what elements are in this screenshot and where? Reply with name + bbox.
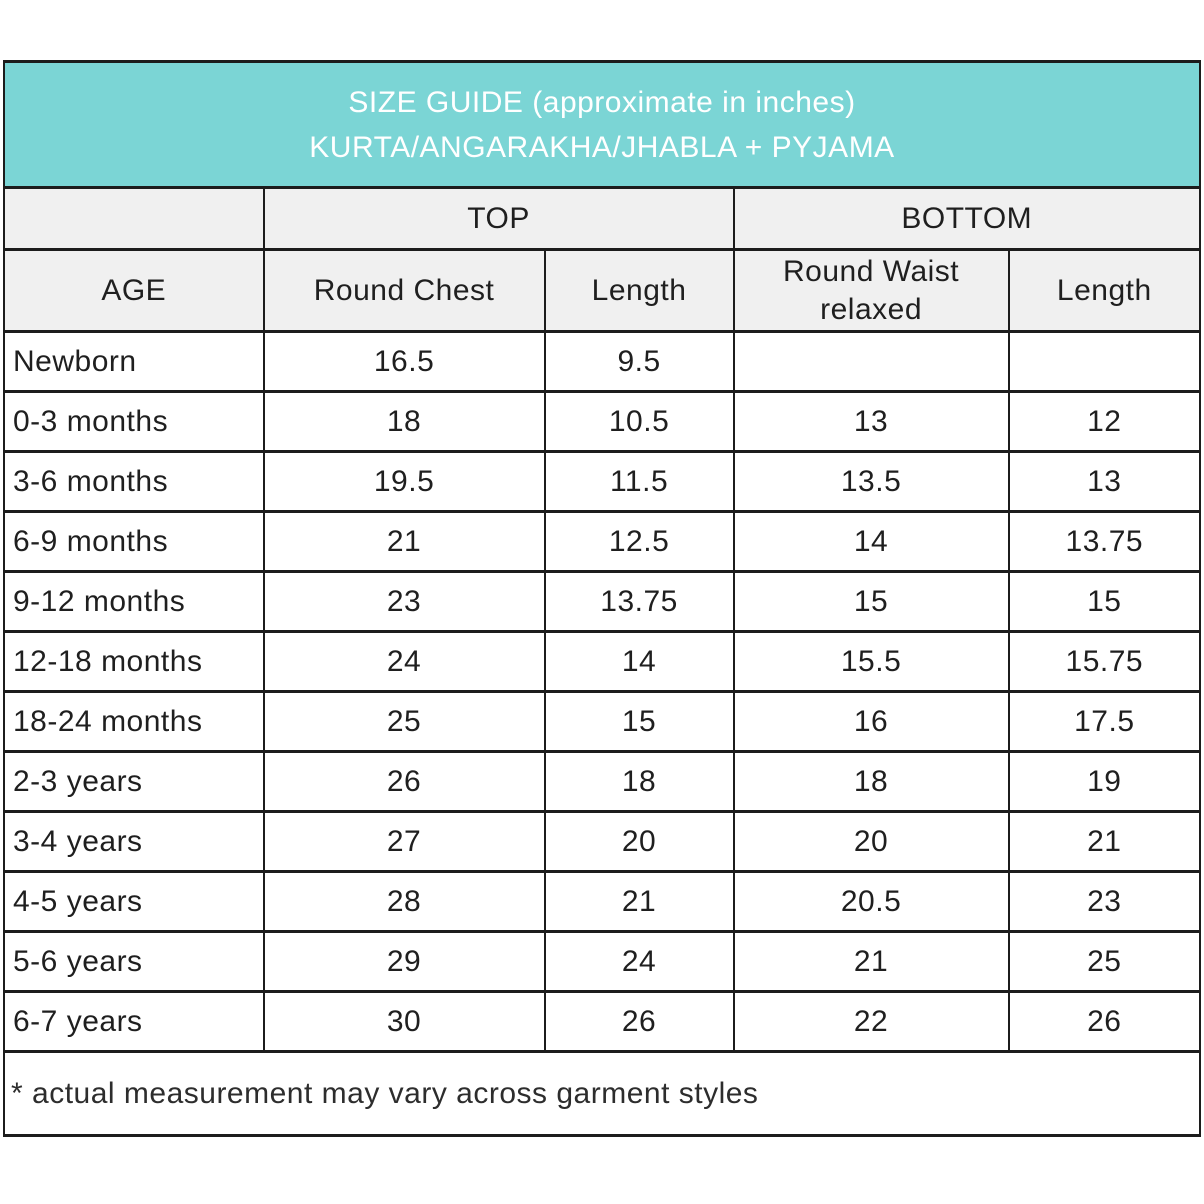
banner-title: SIZE GUIDE (approximate in inches) [348,85,856,119]
table-row: 3-6 months 19.5 11.5 13.5 13 [3,450,1202,513]
column-header-top-length: Length [543,248,735,333]
value-cell: 28 [262,870,546,933]
value-cell: 16 [732,690,1010,753]
value-cell: 21 [543,870,735,933]
value-cell: 12.5 [543,510,735,573]
banner: SIZE GUIDE (approximate in inches) KURTA… [3,60,1201,189]
age-cell: 6-9 months [3,510,265,573]
value-cell: 26 [1007,990,1202,1053]
value-cell: 18 [543,750,735,813]
value-cell: 23 [1007,870,1202,933]
value-cell: 30 [262,990,546,1053]
age-cell: 3-4 years [3,810,265,873]
age-cell: 4-5 years [3,870,265,933]
value-cell: 14 [543,630,735,693]
age-cell: 5-6 years [3,930,265,993]
age-cell: 9-12 months [3,570,265,633]
column-header-row: AGE Round Chest Length Round Waist relax… [3,248,1202,333]
column-header-round-waist: Round Waist relaxed [732,248,1010,333]
value-cell [1007,330,1202,393]
value-cell: 26 [262,750,546,813]
value-cell: 10.5 [543,390,735,453]
value-cell: 15.75 [1007,630,1202,693]
value-cell: 20 [732,810,1010,873]
age-cell: 18-24 months [3,690,265,753]
table-row: 6-7 years 30 26 22 26 [3,990,1202,1053]
table-row: 6-9 months 21 12.5 14 13.75 [3,510,1202,573]
group-header-top: TOP [262,186,735,251]
banner-row: SIZE GUIDE (approximate in inches) KURTA… [3,60,1201,189]
table-row: 5-6 years 29 24 21 25 [3,930,1202,993]
value-cell: 15 [1007,570,1202,633]
table-row: 9-12 months 23 13.75 15 15 [3,570,1202,633]
column-header-age: AGE [3,248,265,333]
table-row: 2-3 years 26 18 18 19 [3,750,1202,813]
group-header-row: TOP BOTTOM [3,186,1202,251]
footnote: * actual measurement may vary across gar… [3,1050,1201,1137]
value-cell: 25 [262,690,546,753]
age-cell: 12-18 months [3,630,265,693]
size-table-body: Newborn 16.5 9.5 0-3 months 18 10.5 13 12 3-6 mo… [3,330,1202,1053]
value-cell: 13.75 [1007,510,1202,573]
value-cell: 13 [1007,450,1202,513]
size-guide-table: SIZE GUIDE (approximate in inches) KURTA… [3,60,1202,1137]
table-row: 3-4 years 27 20 20 21 [3,810,1202,873]
value-cell: 21 [262,510,546,573]
age-cell: Newborn [3,330,265,393]
age-cell: 3-6 months [3,450,265,513]
column-header-bottom-length: Length [1007,248,1202,333]
value-cell: 13.75 [543,570,735,633]
table-row: 0-3 months 18 10.5 13 12 [3,390,1202,453]
value-cell: 12 [1007,390,1202,453]
value-cell: 13.5 [732,450,1010,513]
value-cell: 14 [732,510,1010,573]
table-row: Newborn 16.5 9.5 [3,330,1202,393]
value-cell [732,330,1010,393]
value-cell: 20 [543,810,735,873]
age-cell: 0-3 months [3,390,265,453]
value-cell: 15.5 [732,630,1010,693]
table-row: 12-18 months 24 14 15.5 15.75 [3,630,1202,693]
group-header-bottom: BOTTOM [732,186,1202,251]
value-cell: 13 [732,390,1010,453]
age-cell: 2-3 years [3,750,265,813]
table-row: 18-24 months 25 15 16 17.5 [3,690,1202,753]
value-cell: 21 [732,930,1010,993]
value-cell: 24 [543,930,735,993]
footnote-row: * actual measurement may vary across gar… [3,1050,1201,1137]
column-header-round-chest: Round Chest [262,248,546,333]
value-cell: 20.5 [732,870,1010,933]
value-cell: 26 [543,990,735,1053]
value-cell: 18 [732,750,1010,813]
value-cell: 23 [262,570,546,633]
value-cell: 16.5 [262,330,546,393]
corner-cell [3,186,265,251]
value-cell: 29 [262,930,546,993]
age-cell: 6-7 years [3,990,265,1053]
table-row: 4-5 years 28 21 20.5 23 [3,870,1202,933]
value-cell: 17.5 [1007,690,1202,753]
value-cell: 9.5 [543,330,735,393]
banner-subtitle: KURTA/ANGARAKHA/JHABLA + PYJAMA [309,130,895,164]
value-cell: 15 [543,690,735,753]
value-cell: 25 [1007,930,1202,993]
value-cell: 18 [262,390,546,453]
value-cell: 15 [732,570,1010,633]
value-cell: 19.5 [262,450,546,513]
value-cell: 24 [262,630,546,693]
value-cell: 27 [262,810,546,873]
value-cell: 22 [732,990,1010,1053]
value-cell: 11.5 [543,450,735,513]
value-cell: 19 [1007,750,1202,813]
value-cell: 21 [1007,810,1202,873]
